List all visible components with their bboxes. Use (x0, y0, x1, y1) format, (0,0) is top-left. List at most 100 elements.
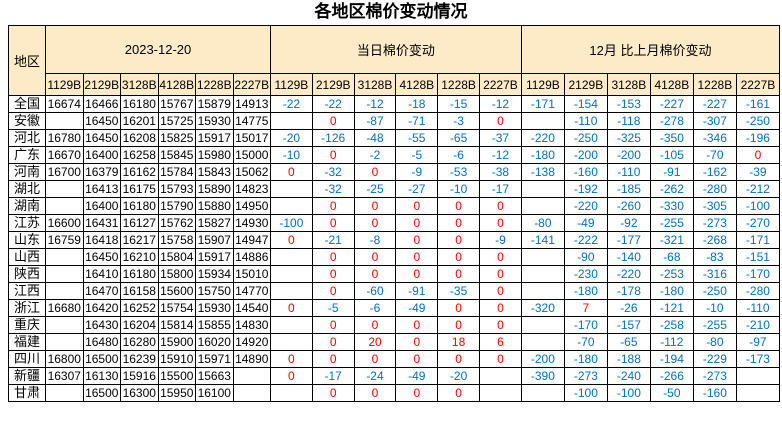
monthly-value-cell: -171 (735, 231, 781, 249)
prices-value-cell: 16201 (120, 112, 159, 130)
monthly-value-cell: -80 (692, 333, 737, 351)
prices-value-cell: 15900 (157, 333, 196, 351)
monthly-value-cell: -321 (649, 231, 694, 249)
daily-value-cell: 0 (395, 265, 439, 283)
daily-value-cell (478, 367, 522, 385)
monthly-value-cell: -68 (649, 248, 694, 266)
monthly-value-cell: -325 (606, 129, 651, 147)
region-name: 甘肃 (8, 384, 46, 402)
region-name: 福建 (8, 333, 46, 351)
prices-value-cell (45, 282, 84, 300)
table-row: 四川 16800 16500 16239 15910 15971 14890 0 0 0 0 0 0 -2… (8, 350, 781, 368)
monthly-value-cell: -180 (563, 282, 608, 300)
daily-value-cell: 0 (311, 333, 355, 351)
prices-value-cell: 15934 (195, 265, 234, 283)
prices-value-cell: 15804 (157, 248, 196, 266)
daily-value-cell: 6 (478, 333, 522, 351)
monthly-value-cell: -91 (649, 163, 694, 181)
prices-value-cell: 15000 (232, 146, 271, 164)
monthly-value-cell: -162 (692, 163, 737, 181)
prices-value-cell: 16208 (120, 129, 159, 147)
prices-value-cell: 16217 (120, 231, 159, 249)
prices-value-cell: 15879 (195, 95, 234, 113)
prices-value-cell: 15980 (195, 146, 234, 164)
prices-value-cell: 14920 (232, 333, 271, 351)
monthly-value-cell: -10 (692, 299, 737, 317)
prices-value-cell: 14823 (232, 180, 271, 198)
prices-value-cell: 15754 (157, 299, 196, 317)
daily-value-cell: 0 (478, 265, 522, 283)
column-header-monthly-3128B: 3128B (606, 73, 651, 96)
daily-value-cell: -49 (395, 367, 439, 385)
prices-value-cell: 15500 (157, 367, 196, 385)
monthly-value-cell: -229 (692, 350, 737, 368)
region-name: 安徽 (8, 112, 46, 130)
monthly-value-cell: -141 (520, 231, 565, 249)
monthly-value-cell: -220 (520, 129, 565, 147)
monthly-value-cell: -260 (606, 197, 651, 215)
monthly-value-cell: -255 (649, 214, 694, 232)
table-row: 湖北 16413 16175 15793 15890 14823 -32 -25 -27 -10-… (8, 180, 781, 198)
monthly-value-cell: -268 (692, 231, 737, 249)
daily-value-cell: -37 (478, 129, 522, 147)
region-column-header: 地区 (8, 25, 46, 96)
monthly-value-cell: -118 (606, 112, 651, 130)
daily-value-cell: 0 (311, 384, 355, 402)
daily-value-cell (270, 282, 313, 300)
daily-value-cell: -20 (437, 367, 480, 385)
daily-value-cell: -5 (311, 299, 355, 317)
prices-value-cell: 15971 (195, 350, 234, 368)
monthly-value-cell: -192 (563, 180, 608, 198)
table-row: 山西 16450 16210 15804 15917 14886 0 0 0 0 0 -90 -140-… (8, 248, 781, 266)
prices-value-cell: 14770 (232, 282, 271, 300)
column-header-prices-2227B: 2227B (232, 73, 271, 96)
daily-value-cell: 0 (437, 384, 480, 402)
prices-value-cell: 15762 (157, 214, 196, 232)
prices-value-cell: 16307 (45, 367, 84, 385)
prices-value-cell (45, 248, 84, 266)
daily-value-cell: 0 (395, 197, 439, 215)
daily-value-cell: 20 (353, 333, 397, 351)
prices-value-cell: 15790 (157, 197, 196, 215)
daily-value-cell: 0 (395, 248, 439, 266)
column-header-monthly-2129B: 2129B (563, 73, 608, 96)
monthly-value-cell: -70 (692, 146, 737, 164)
region-name: 湖南 (8, 197, 46, 215)
prices-value-cell: 16180 (120, 95, 159, 113)
daily-value-cell (270, 333, 313, 351)
daily-value-cell: -18 (395, 95, 439, 113)
monthly-value-cell: -112 (649, 333, 694, 351)
monthly-value-cell: -212 (735, 180, 781, 198)
monthly-value-cell: -250 (735, 112, 781, 130)
monthly-value-cell: -178 (606, 282, 651, 300)
prices-value-cell: 16300 (120, 384, 159, 402)
column-header-monthly-2227B: 2227B (735, 73, 781, 96)
monthly-value-cell (735, 384, 781, 402)
daily-value-cell: -25 (353, 180, 397, 198)
daily-value-cell: 0 (270, 299, 313, 317)
region-name: 江苏 (8, 214, 46, 232)
monthly-value-cell: -26 (606, 299, 651, 317)
monthly-value-cell: -110 (606, 163, 651, 181)
table-row: 河南 16700 16379 16162 15784 15843 15062 0 -32 0 -9-… (8, 163, 781, 181)
monthly-value-cell: -278 (649, 112, 694, 130)
table-row: 安徽 16450 16201 15725 15930 14775 0 -87 -71 -3 0 -11… (8, 112, 781, 130)
prices-value-cell: 15910 (157, 350, 196, 368)
prices-value-cell (45, 112, 84, 130)
prices-value-cell: 16450 (82, 129, 121, 147)
monthly-value-cell: -173 (735, 350, 781, 368)
monthly-value-cell: -180 (563, 350, 608, 368)
daily-value-cell: 0 (353, 384, 397, 402)
prices-value-cell: 14540 (232, 299, 271, 317)
monthly-value-cell: -80 (520, 214, 565, 232)
prices-value-cell: 16100 (195, 384, 234, 402)
daily-value-cell: -6 (437, 146, 480, 164)
daily-value-cell: 0 (311, 316, 355, 334)
monthly-value-cell: -170 (563, 316, 608, 334)
daily-value-cell: -8 (353, 231, 397, 249)
monthly-value-cell (520, 180, 565, 198)
prices-value-cell: 16500 (82, 384, 121, 402)
prices-value-cell (45, 333, 84, 351)
table-row: 湖南 16400 16180 15790 15880 14950 0 0 0 0 0 -220 -260… (8, 197, 781, 215)
monthly-value-cell: -154 (563, 95, 608, 113)
